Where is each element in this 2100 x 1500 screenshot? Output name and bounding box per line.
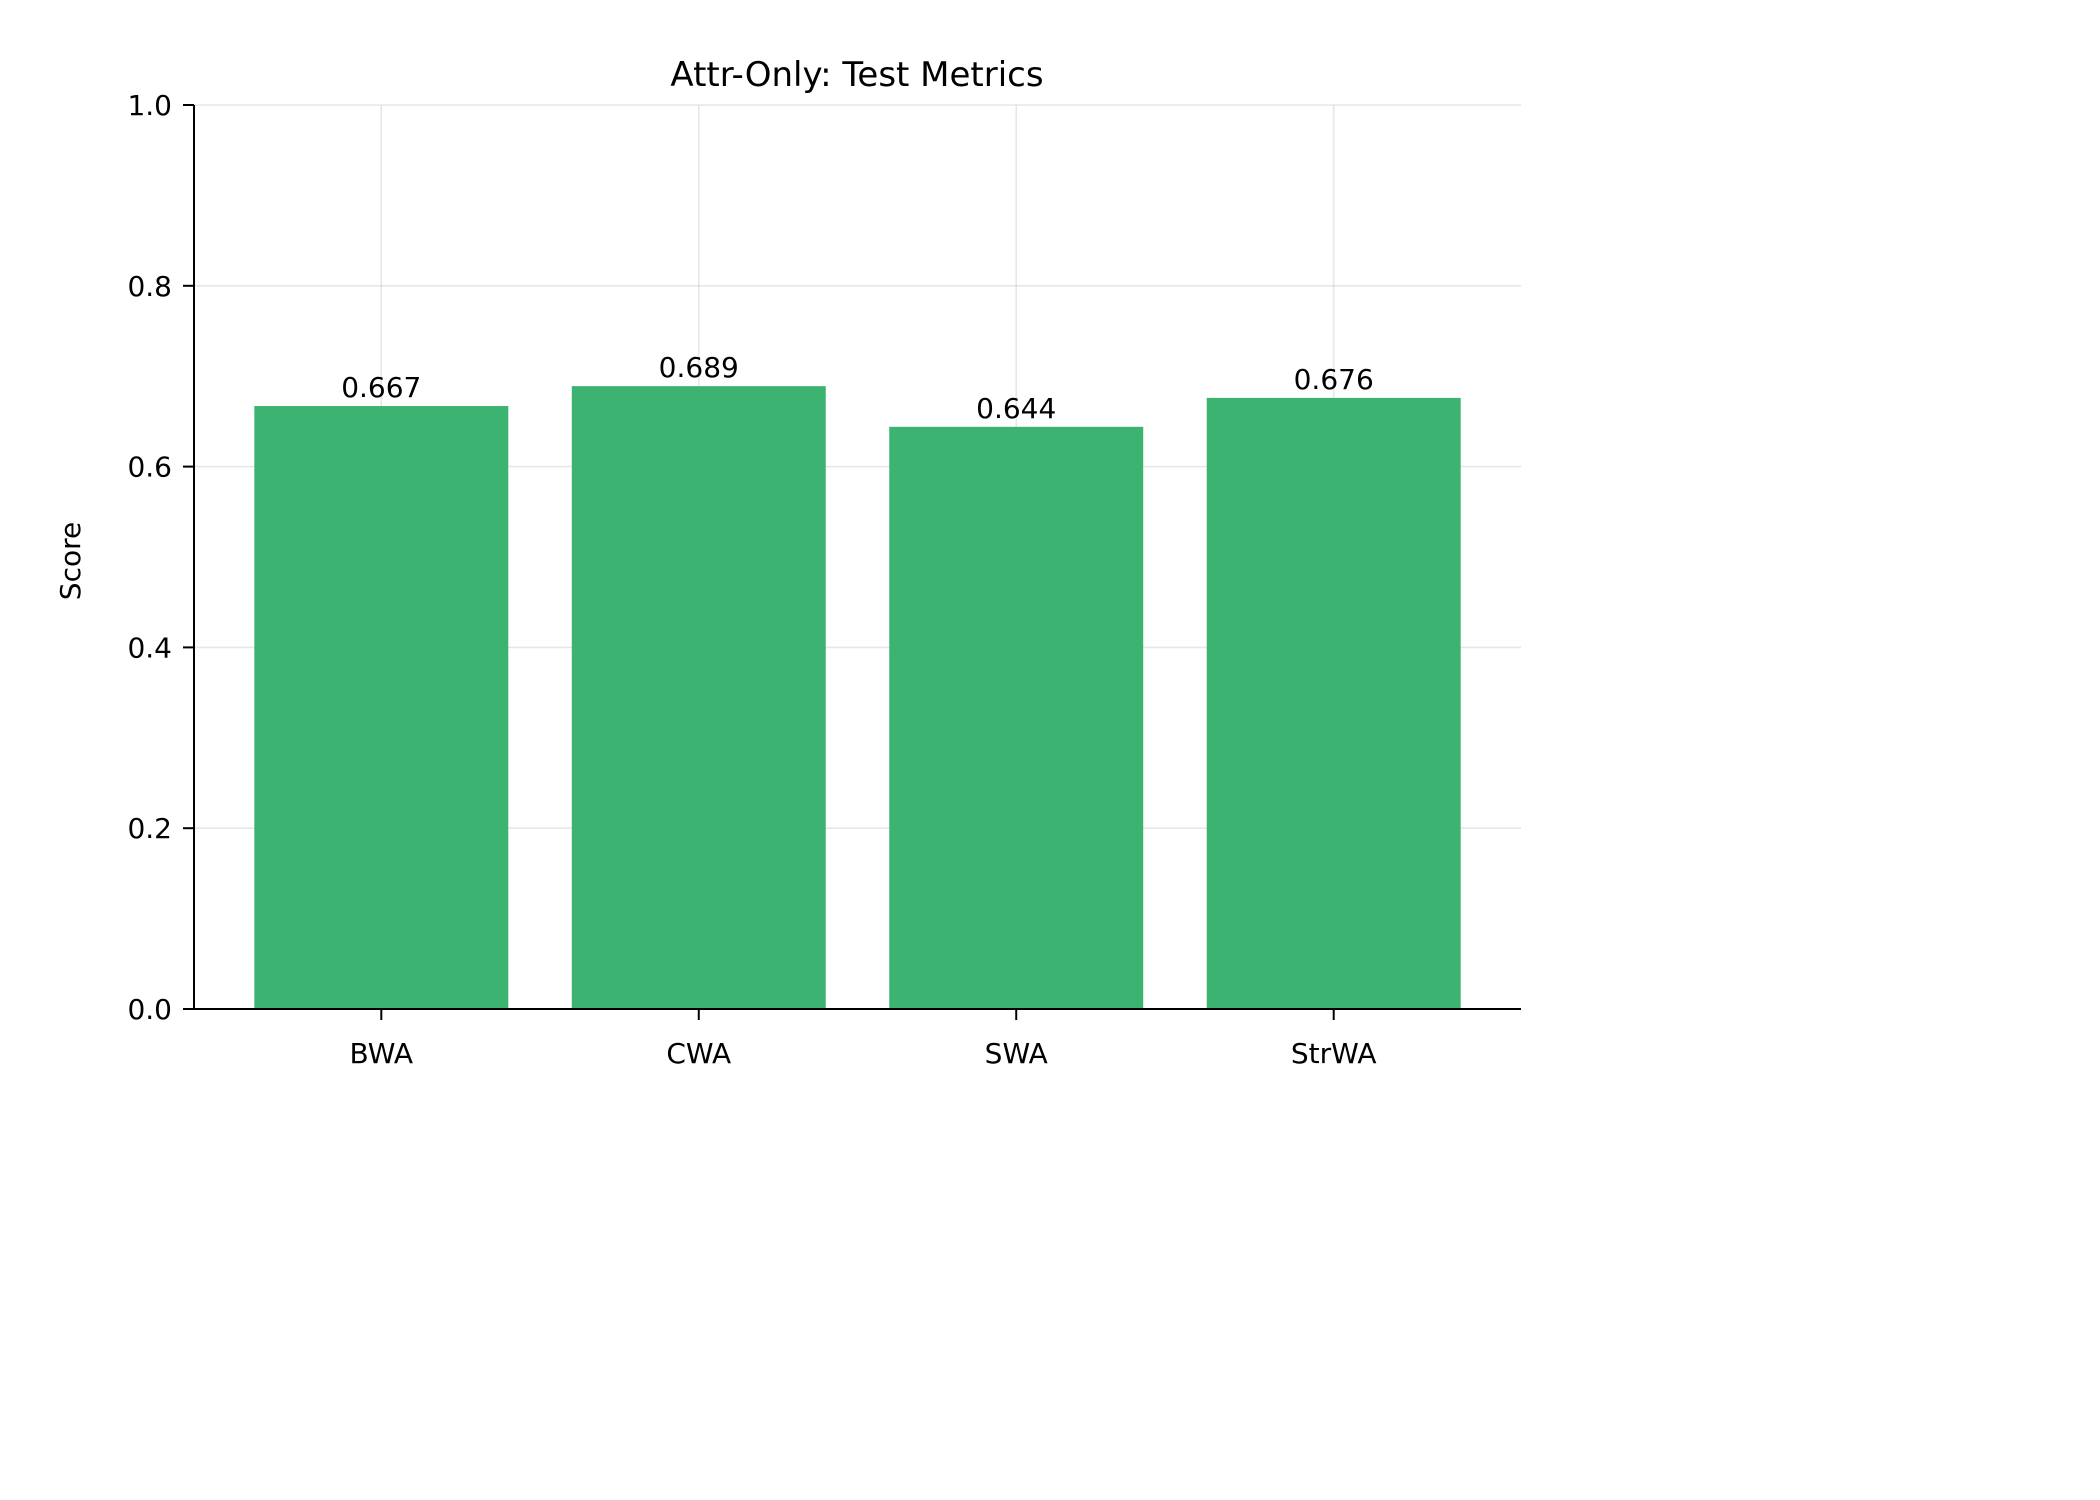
x-gridlines	[380, 105, 1335, 1009]
bar-value-label: 0.667	[341, 371, 421, 404]
y-tick-label: 0.8	[127, 270, 172, 303]
y-tick-label: 0.4	[127, 631, 172, 664]
data-labels: 0.667 0.689 0.644 0.676	[341, 351, 1374, 425]
y-tick-label: 0.6	[127, 451, 172, 484]
bar	[1206, 397, 1461, 1009]
bar	[254, 406, 509, 1010]
chart-title: Attr-Only: Test Metrics	[670, 55, 1043, 95]
bar-chart: Attr-Only: Test Metrics 0.6670.6890.6440…	[54, 55, 1521, 1070]
x-tick-label: BWA	[350, 1037, 414, 1070]
bar-value-label: 0.644	[976, 392, 1056, 425]
bar-value-label: 0.689	[659, 351, 739, 384]
x-tick-label: SWA	[985, 1037, 1048, 1070]
bar	[889, 426, 1144, 1010]
bars	[254, 386, 1461, 1010]
x-axis: BWA CWA SWA StrWA	[194, 1008, 1521, 1070]
y-tick-label: 0.2	[127, 812, 172, 845]
x-tick-label: CWA	[666, 1037, 731, 1070]
y-axis: 0.0 0.2 0.4 0.6 0.8 1.0	[127, 89, 195, 1026]
y-tick-label: 1.0	[127, 89, 172, 122]
bar-value-label: 0.676	[1294, 363, 1374, 396]
y-tick-label: 0.0	[127, 993, 172, 1026]
y-axis-label: Score	[54, 522, 87, 600]
bar	[571, 386, 826, 1009]
x-tick-label: StrWA	[1291, 1037, 1377, 1070]
